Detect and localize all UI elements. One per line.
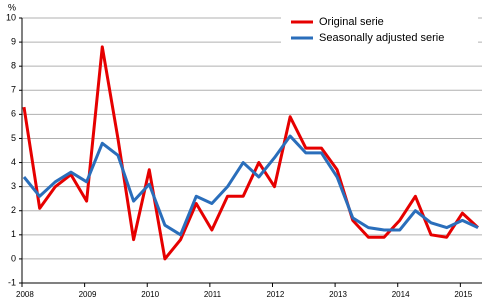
series-line — [22, 134, 479, 237]
x-tick-label: 2011 — [204, 290, 222, 299]
y-tick-label: 8 — [11, 61, 16, 71]
y-tick-label: 9 — [11, 36, 16, 46]
x-tick-label: 2014 — [392, 290, 410, 299]
y-tick-label: 0 — [11, 253, 16, 263]
y-axis-label: % — [8, 2, 16, 12]
x-tick-label: 2010 — [141, 290, 159, 299]
legend-label: Seasonally adjusted serie — [319, 32, 444, 44]
y-tick-label: 7 — [11, 85, 16, 95]
x-tick-label: 2013 — [329, 290, 347, 299]
x-tick-label: 2012 — [266, 290, 284, 299]
series-line — [22, 45, 480, 261]
y-tick-label: 5 — [11, 133, 16, 143]
y-tick-label: -1 — [8, 277, 16, 287]
x-tick-label: 2015 — [454, 290, 472, 299]
legend-box — [281, 8, 478, 48]
y-tick-label: 3 — [11, 181, 16, 191]
x-tick-label: 2008 — [16, 290, 34, 299]
x-tick-label: 2009 — [79, 290, 97, 299]
legend-label: Original serie — [319, 16, 384, 28]
y-tick-label: 6 — [11, 109, 16, 119]
y-tick-label: 1 — [11, 229, 16, 239]
y-tick-label: 4 — [11, 157, 16, 167]
y-tick-label: 10 — [6, 12, 16, 22]
y-tick-label: 2 — [11, 205, 16, 215]
